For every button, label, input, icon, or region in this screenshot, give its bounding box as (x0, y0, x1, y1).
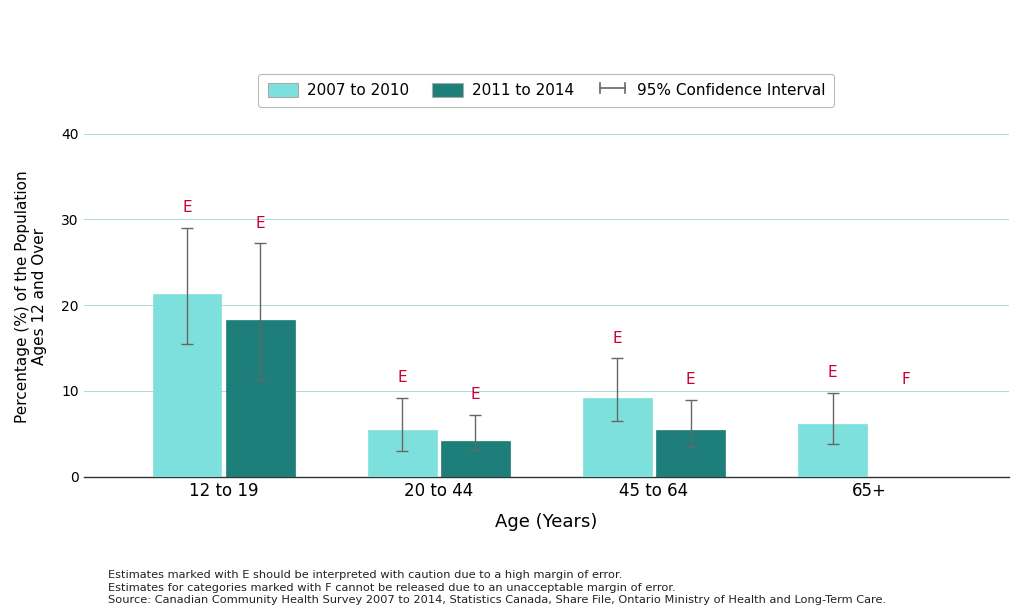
Text: E: E (397, 370, 407, 385)
Text: E: E (182, 200, 191, 215)
Text: Estimates marked with E should be interpreted with caution due to a high margin : Estimates marked with E should be interp… (108, 570, 622, 580)
Text: Estimates for categories marked with F cannot be released due to an unacceptable: Estimates for categories marked with F c… (108, 583, 675, 593)
Text: Source: Canadian Community Health Survey 2007 to 2014, Statistics Canada, Share : Source: Canadian Community Health Survey… (108, 595, 886, 605)
X-axis label: Age (Years): Age (Years) (496, 513, 598, 532)
Bar (798, 424, 867, 476)
Bar (583, 398, 652, 476)
Text: E: E (471, 387, 480, 402)
Bar (225, 320, 295, 476)
Bar (656, 430, 725, 476)
Y-axis label: Percentage (%) of the Population
Ages 12 and Over: Percentage (%) of the Population Ages 12… (15, 170, 47, 423)
Text: F: F (901, 371, 910, 387)
Text: E: E (612, 330, 623, 346)
Text: E: E (686, 371, 695, 387)
Legend: 2007 to 2010, 2011 to 2014, 95% Confidence Interval: 2007 to 2010, 2011 to 2014, 95% Confiden… (258, 74, 835, 107)
Text: E: E (827, 365, 838, 380)
Bar (153, 294, 221, 476)
Bar (368, 430, 436, 476)
Text: E: E (255, 216, 265, 231)
Bar (441, 441, 510, 476)
